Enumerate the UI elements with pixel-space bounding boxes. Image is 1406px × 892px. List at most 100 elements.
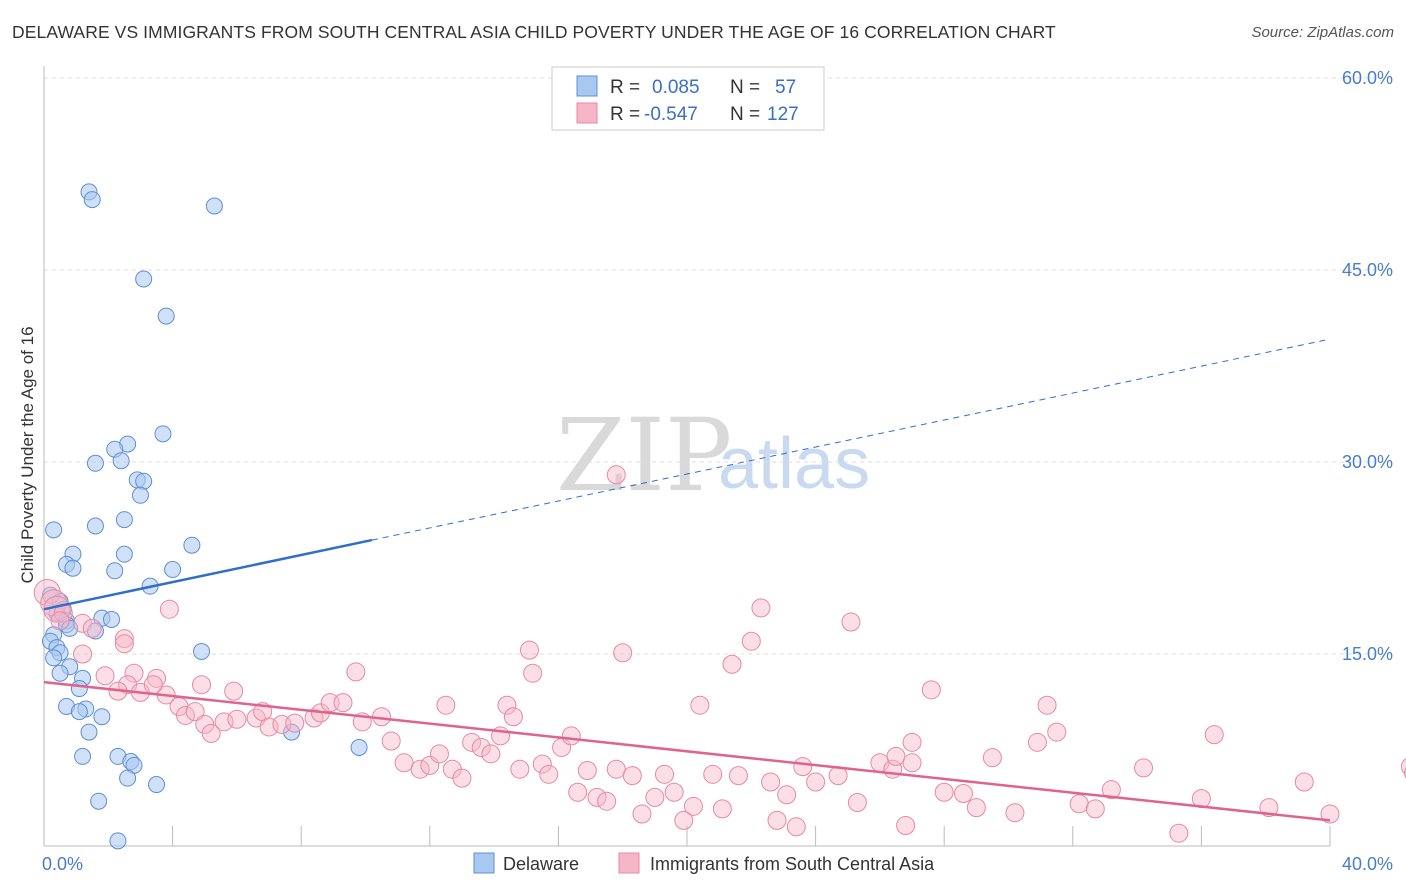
immigrants-point-98 bbox=[1005, 803, 1025, 823]
immigrants-point-6 bbox=[82, 618, 102, 638]
delaware-point-50 bbox=[350, 738, 368, 756]
immigrants-point-47 bbox=[462, 732, 482, 752]
immigrants-point-44 bbox=[429, 744, 449, 764]
immigrants-point-99 bbox=[1027, 732, 1047, 752]
immigrants-point-100 bbox=[1037, 695, 1057, 715]
immigrants-point-71 bbox=[674, 810, 694, 830]
series-legend-swatch-delaware bbox=[473, 852, 495, 874]
y-tick-label-3: 60.0% bbox=[1342, 68, 1393, 88]
immigrants-point-41 bbox=[394, 753, 414, 773]
immigrants-point-97 bbox=[982, 748, 1002, 768]
immigrants-point-104 bbox=[1134, 758, 1154, 778]
immigrants-point-60 bbox=[568, 782, 588, 802]
delaware-points bbox=[41, 183, 368, 850]
immigrants-point-101 bbox=[1069, 794, 1089, 814]
immigrants-point-79 bbox=[751, 598, 771, 618]
immigrants-point-27 bbox=[227, 709, 247, 729]
axes bbox=[43, 66, 1331, 847]
chart-source: Source: ZipAtlas.com bbox=[1251, 24, 1394, 41]
legend-r-label-1: R = bbox=[610, 77, 640, 98]
immigrants-point-73 bbox=[690, 695, 710, 715]
immigrants-point-48 bbox=[471, 737, 491, 757]
delaware-point-30 bbox=[103, 610, 121, 628]
immigrants-point-87 bbox=[841, 612, 861, 632]
immigrants-point-81 bbox=[767, 810, 787, 830]
delaware-point-39 bbox=[45, 649, 63, 667]
y-tick-label-0: 15.0% bbox=[1342, 644, 1393, 664]
delaware-point-46 bbox=[70, 703, 88, 721]
immigrants-point-110 bbox=[1320, 804, 1340, 824]
immigrants-point-52 bbox=[503, 707, 523, 727]
series-legend-swatch-immigrants bbox=[618, 852, 640, 874]
immigrants-point-10 bbox=[95, 666, 115, 686]
immigrants-point-65 bbox=[613, 643, 633, 663]
immigrants-point-96 bbox=[966, 798, 986, 818]
delaware-point-11 bbox=[135, 472, 153, 490]
immigrants-point-83 bbox=[777, 785, 797, 805]
immigrants-point-42 bbox=[410, 759, 430, 779]
immigrants-point-64 bbox=[606, 759, 626, 779]
legend-r-value-1: 0.085 bbox=[652, 77, 700, 98]
immigrants-point-23 bbox=[185, 702, 205, 722]
delaware-point-16 bbox=[183, 536, 201, 554]
delaware-point-47 bbox=[93, 708, 111, 726]
immigrants-point-74 bbox=[703, 764, 723, 784]
immigrants-point-25 bbox=[201, 723, 221, 743]
immigrants-point-66 bbox=[622, 766, 642, 786]
x-tick-label-0: 0.0% bbox=[42, 854, 83, 874]
immigrants-point-102 bbox=[1085, 799, 1105, 819]
legend-n-value-1: 57 bbox=[775, 77, 796, 98]
delaware-point-43 bbox=[70, 680, 88, 698]
immigrants-point-78 bbox=[741, 631, 761, 651]
immigrants-point-94 bbox=[934, 782, 954, 802]
immigrants-point-68 bbox=[645, 787, 665, 807]
delaware-point-57 bbox=[90, 792, 108, 810]
legend-r-label-2: R = bbox=[610, 104, 640, 125]
immigrants-point-33 bbox=[304, 708, 324, 728]
delaware-point-37 bbox=[193, 642, 211, 660]
immigrants-point-85 bbox=[806, 772, 826, 792]
legend-n-value-2: 127 bbox=[767, 104, 799, 125]
delaware-point-56 bbox=[148, 776, 166, 794]
immigrants-point-107 bbox=[1204, 725, 1224, 745]
immigrants-point-5 bbox=[73, 613, 93, 633]
immigrants-point-32 bbox=[285, 713, 305, 733]
delaware-point-8 bbox=[112, 452, 130, 470]
immigrants-point-61 bbox=[577, 760, 597, 780]
immigrants-point-84 bbox=[793, 757, 813, 777]
immigrants-point-88 bbox=[847, 792, 867, 812]
immigrants-point-80 bbox=[761, 772, 781, 792]
delaware-point-22 bbox=[164, 561, 182, 579]
immigrants-point-17 bbox=[192, 675, 212, 695]
immigrants-point-40 bbox=[381, 731, 401, 751]
immigrants-point-67 bbox=[632, 804, 652, 824]
immigrants-point-37 bbox=[346, 662, 366, 682]
delaware-trend-solid bbox=[43, 538, 373, 611]
delaware-point-20 bbox=[64, 559, 82, 577]
delaware-point-21 bbox=[106, 562, 124, 580]
immigrants-point-8 bbox=[114, 634, 134, 654]
series-legend: Delaware Immigrants from South Central A… bbox=[473, 852, 935, 874]
watermark-atlas: atlas bbox=[718, 424, 870, 504]
immigrants-point-59 bbox=[561, 726, 581, 746]
immigrants-point-19 bbox=[143, 675, 163, 695]
immigrants-point-22 bbox=[175, 705, 195, 725]
immigrants-point-109 bbox=[1294, 772, 1314, 792]
delaware-point-51 bbox=[74, 747, 92, 765]
y-tick-label-2: 45.0% bbox=[1342, 260, 1393, 280]
delaware-trend-dashed bbox=[371, 338, 1331, 541]
legend-n-label-2: N = bbox=[730, 104, 760, 125]
delaware-point-3 bbox=[135, 270, 153, 288]
immigrants-point-91 bbox=[896, 816, 916, 836]
y-tick-label-1: 30.0% bbox=[1342, 452, 1393, 472]
immigrants-point-49 bbox=[481, 744, 501, 764]
chart-title: DELAWARE VS IMMIGRANTS FROM SOUTH CENTRA… bbox=[12, 22, 1056, 42]
immigrants-point-54 bbox=[519, 640, 539, 660]
immigrants-point-93 bbox=[921, 680, 941, 700]
delaware-point-48 bbox=[80, 723, 98, 741]
immigrants-point-62 bbox=[587, 787, 607, 807]
immigrants-point-55 bbox=[523, 663, 543, 683]
delaware-point-41 bbox=[51, 664, 69, 682]
delaware-point-55 bbox=[119, 769, 137, 787]
immigrants-point-103 bbox=[1101, 780, 1121, 800]
